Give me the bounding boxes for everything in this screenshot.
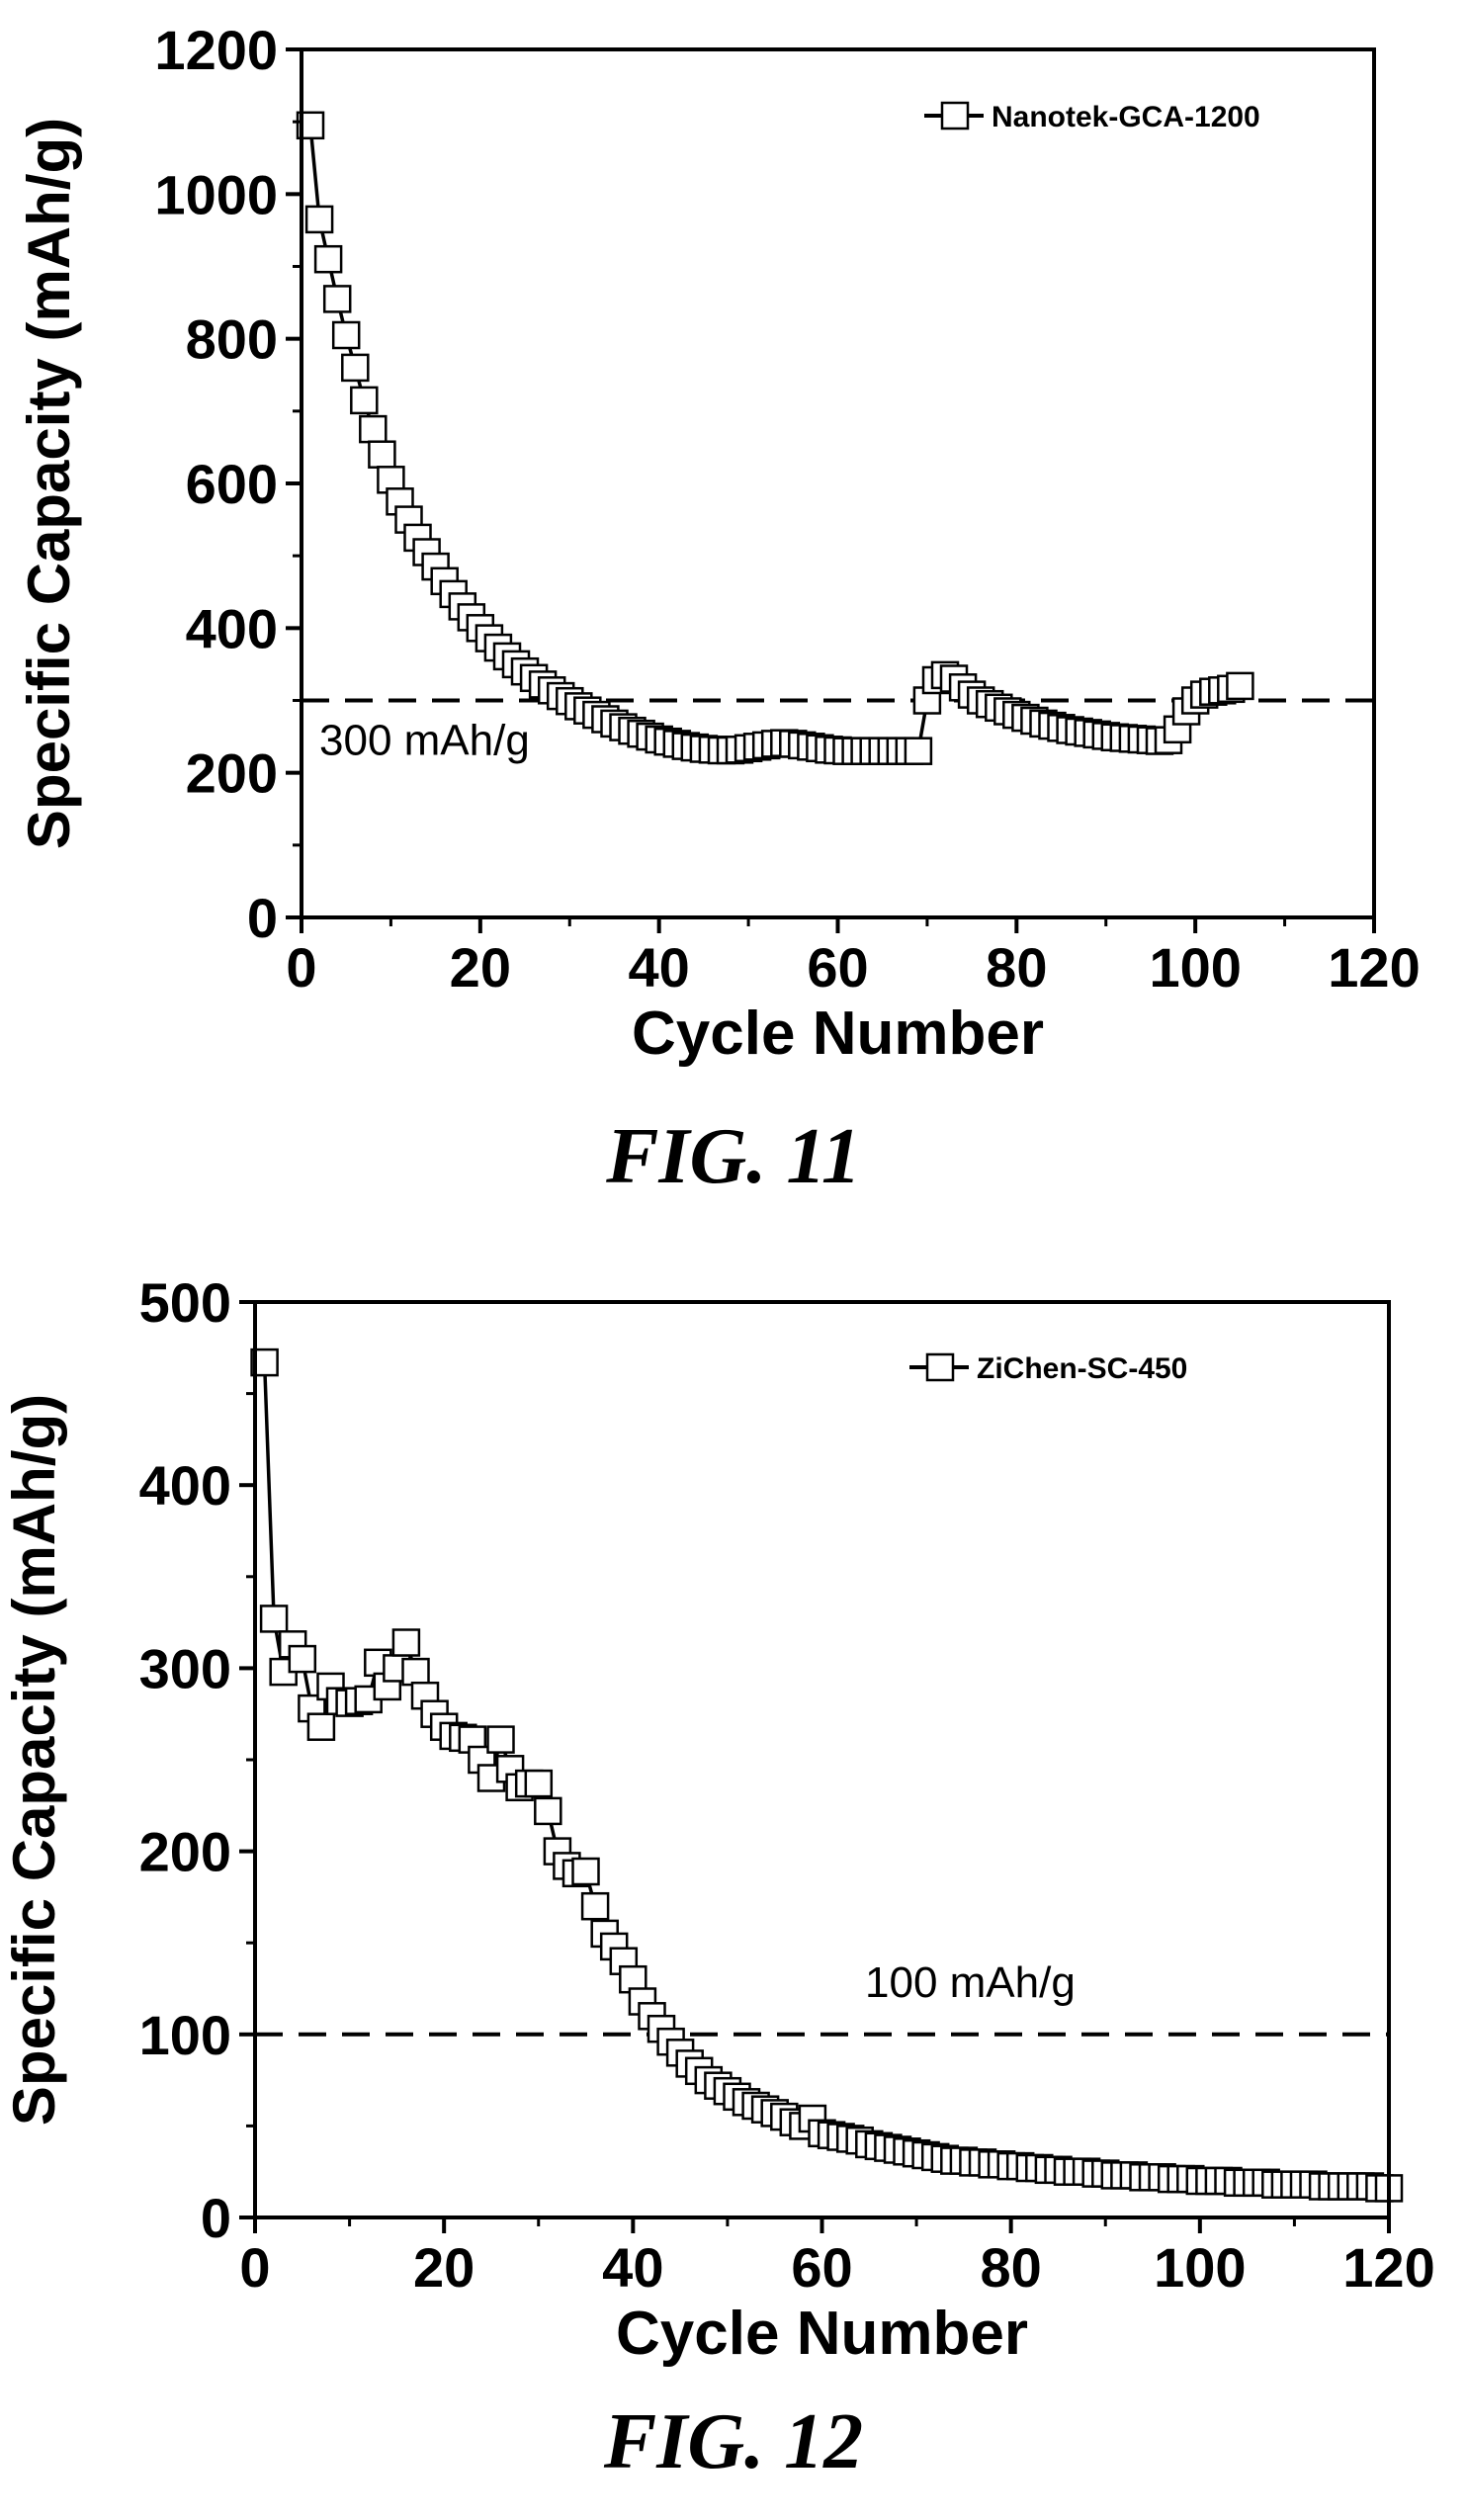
x-tick-label: 60 [791,2236,852,2299]
x-tick-label: 20 [413,2236,475,2299]
figure-12: 100 mAh/g ZiChen-SC-450 0 20 40 60 80 100 120 0 10… [0,1236,1467,2520]
chart-fig-11: 300 mAh/g Nanotek-GCA-1200 0 20 40 60 80 100 120… [16,19,1421,1068]
x-tick-label: 20 [450,936,511,999]
x-axis-label: Cycle Number [616,2300,1028,2368]
data-point [359,414,388,444]
reference-line-label: 100 mAh/g [865,1958,1076,2007]
y-tick-label: 0 [201,2187,231,2249]
plot-frame [253,1300,1391,2219]
series-line [308,125,1241,753]
x-tick-label: 80 [981,2236,1042,2299]
x-tick-label: 40 [602,2236,663,2299]
data-point [350,386,379,415]
y-tick-label: 1200 [154,19,278,81]
data-point [341,353,370,383]
data-point [306,1712,336,1741]
y-tick-label: 500 [139,1271,231,1334]
data-point [368,440,396,469]
legend-label: Nanotek-GCA-1200 [992,101,1260,133]
y-tick-label: 400 [186,597,278,659]
figure-caption-12: FIG. 12 [603,2398,864,2485]
x-tick-label: 120 [1328,936,1420,999]
data-point [288,1644,317,1674]
data-point [304,205,334,234]
data-point [571,1857,600,1886]
x-tick-label: 120 [1342,2236,1434,2299]
x-tick-label: 80 [986,936,1047,999]
figure-caption-11: FIG. 11 [606,1113,861,1200]
x-tick-label: 60 [807,936,868,999]
figure-11: 300 mAh/g Nanotek-GCA-1200 0 20 40 60 80 100 120… [0,0,1467,1236]
data-point [904,737,933,765]
data-point [391,1628,421,1657]
x-tick-label: 0 [286,936,316,999]
data-point [331,320,361,350]
y-tick-label: 100 [139,2004,231,2066]
x-axis-label: Cycle Number [632,999,1044,1068]
y-axis-label: Specific Capacity (mAh/g) [16,118,82,849]
legend-label: ZiChen-SC-450 [977,1352,1187,1385]
plot-frame [300,47,1376,919]
data-point [486,1725,515,1754]
x-tick-label: 100 [1149,936,1241,999]
legend-marker [940,101,970,130]
chart-fig-12: 100 mAh/g ZiChen-SC-450 0 20 40 60 80 100 120 0 10… [1,1271,1435,2368]
y-tick-label: 1000 [154,163,278,225]
legend-marker [925,1352,955,1382]
data-point [1226,671,1254,701]
data-point [322,285,352,313]
data-point [259,1605,289,1633]
x-tick-label: 0 [239,2236,270,2299]
reference-line-label: 300 mAh/g [319,717,530,765]
y-axis-label: Specific Capacity (mAh/g) [1,1394,67,2126]
data-point [524,1769,554,1798]
y-tick-label: 0 [247,887,278,949]
data-point [534,1796,562,1826]
y-tick-label: 600 [186,453,278,515]
y-tick-label: 200 [186,742,278,805]
data-point [313,244,343,274]
data-point [580,1891,610,1921]
y-tick-label: 300 [139,1637,231,1699]
y-tick-label: 400 [139,1454,231,1517]
y-tick-label: 800 [186,308,278,371]
data-point [401,1657,430,1687]
x-tick-label: 100 [1154,2236,1246,2299]
y-tick-label: 200 [139,1821,231,1883]
series-line [262,1362,1389,2191]
x-tick-label: 40 [629,936,690,999]
